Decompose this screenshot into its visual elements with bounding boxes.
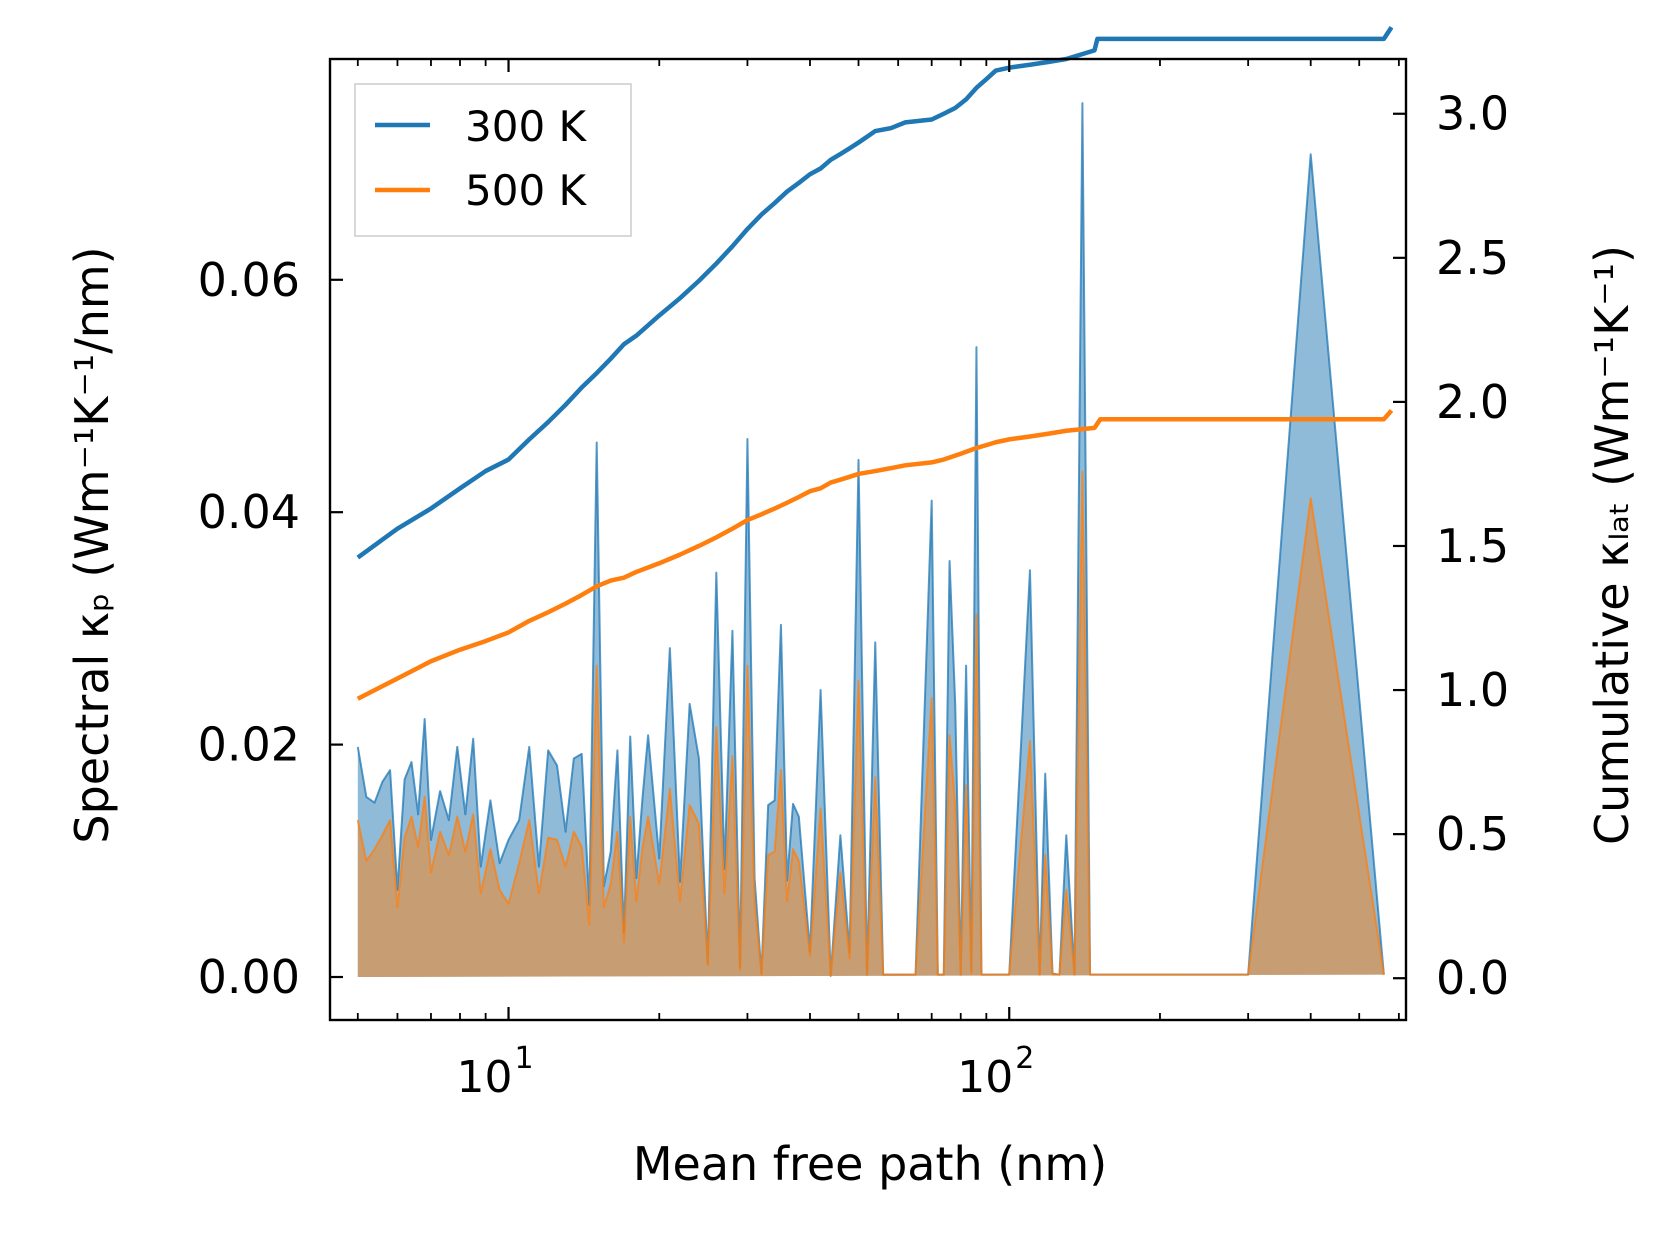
y-right-tick-label-0: 0.0 bbox=[1436, 951, 1509, 1005]
y-right-axis-label: Cumulative κₗₐₜ (Wm⁻¹K⁻¹) bbox=[1585, 245, 1639, 845]
y-right-tick-label-2: 1.0 bbox=[1436, 663, 1509, 717]
y-right-tick-label-4: 2.0 bbox=[1436, 375, 1509, 429]
y-right-tick-label-6: 3.0 bbox=[1436, 87, 1509, 141]
y-left-tick-label-3: 0.06 bbox=[198, 253, 300, 307]
y-left-tick-label-0: 0.00 bbox=[198, 950, 300, 1004]
x-tick-label-base-1: 10 bbox=[957, 1052, 1013, 1103]
plot-frame bbox=[328, 57, 1408, 1022]
y-right-tick-label-3: 1.5 bbox=[1436, 519, 1509, 573]
x-tick-label-base-0: 10 bbox=[457, 1052, 513, 1103]
x-tick-label-exp-1: 2 bbox=[1015, 1041, 1034, 1076]
axis-ticks: 10 1 10 20.000.020.040.060.00.51.01.52.02.5… bbox=[198, 59, 1509, 1103]
x-tick-label-exp-0: 1 bbox=[515, 1041, 534, 1076]
x-axis-label: Mean free path (nm) bbox=[633, 1137, 1107, 1191]
y-left-tick-label-2: 0.04 bbox=[198, 485, 300, 539]
legend: 300 K 500 K bbox=[354, 83, 632, 237]
y-right-tick-label-5: 2.5 bbox=[1436, 231, 1509, 285]
plot-series bbox=[356, 26, 1394, 977]
cumulative-line-300-k bbox=[356, 26, 1394, 560]
legend-box bbox=[354, 83, 632, 237]
500-k-spectral-line bbox=[356, 470, 1385, 977]
y-left-tick-label-1: 0.02 bbox=[198, 718, 300, 772]
500-k-spectral-area bbox=[357, 471, 1384, 977]
legend-label-300k: 300 K bbox=[465, 102, 588, 151]
y-right-tick-label-1: 0.5 bbox=[1436, 807, 1509, 861]
cumulative-line-500-k bbox=[356, 409, 1394, 701]
y-left-axis-label: Spectral κₚ (Wm⁻¹K⁻¹/nm) bbox=[65, 246, 119, 843]
legend-label-500k: 500 K bbox=[465, 166, 588, 215]
